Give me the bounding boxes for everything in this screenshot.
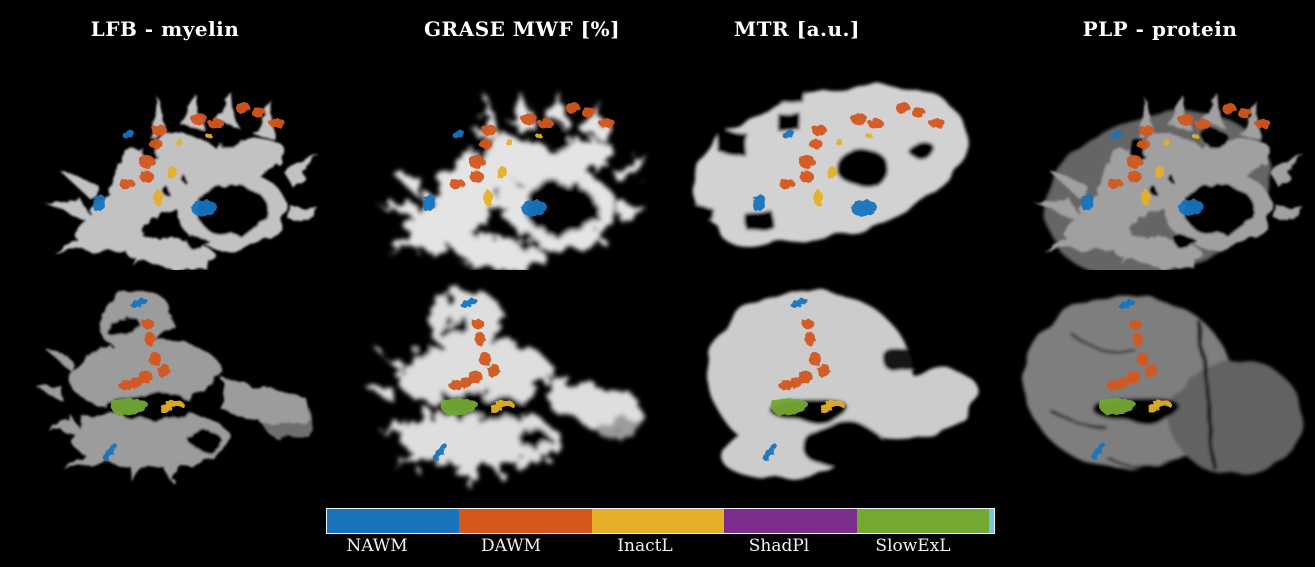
legend-swatch-dawm xyxy=(459,509,592,533)
legend-label-shadpl: ShadPl xyxy=(748,536,810,556)
panel-plp-slice1 xyxy=(1035,92,1308,270)
legend-swatch-nawm xyxy=(327,509,460,533)
legend-label-inactl: InactL xyxy=(617,536,673,556)
legend-swatch-inactl xyxy=(591,509,725,533)
column-title-mtr: MTR [a.u.] xyxy=(734,17,860,41)
panel-plp-slice2 xyxy=(1021,293,1306,477)
column-title-plp: PLP - protein xyxy=(1082,17,1238,41)
legend-colorbar xyxy=(326,508,995,534)
panel-lfb-slice1 xyxy=(46,91,322,270)
legend-label-nawm: NAWM xyxy=(346,536,408,556)
column-title-lfb: LFB - myelin xyxy=(90,17,240,41)
legend-colorbar-edge xyxy=(989,509,995,533)
panel-mtr-slice1 xyxy=(676,59,984,267)
column-title-grase: GRASE MWF [%] xyxy=(423,17,621,41)
legend-swatch-slowexl xyxy=(856,509,990,533)
panel-grase-slice1 xyxy=(376,91,652,270)
legend-swatch-shadpl xyxy=(724,509,857,533)
legend-label-slowexl: SlowExL xyxy=(875,536,951,556)
panel-grase-slice2 xyxy=(366,283,644,484)
panel-lfb-slice2 xyxy=(36,283,314,484)
panel-mtr-slice2 xyxy=(708,290,988,480)
legend-label-dawm: DAWM xyxy=(480,536,542,556)
